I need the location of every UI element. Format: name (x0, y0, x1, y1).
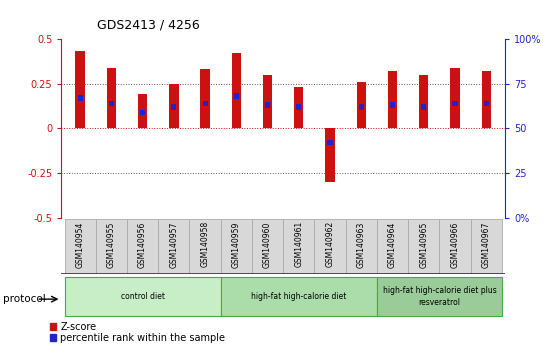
Bar (232, 53, 241, 129)
Text: high-fat high-calorie diet: high-fat high-calorie diet (251, 292, 347, 301)
Text: GSM140957: GSM140957 (169, 221, 179, 268)
Bar (127, 219, 158, 274)
Bar (283, 219, 314, 274)
Bar (171, 104, 176, 109)
Text: GSM140964: GSM140964 (388, 221, 397, 268)
Text: high-fat high-calorie diet plus
resveratrol: high-fat high-calorie diet plus resverat… (383, 286, 496, 307)
Text: GSM140955: GSM140955 (107, 221, 116, 268)
Bar (75, 51, 85, 129)
Text: GSM140961: GSM140961 (294, 221, 304, 267)
Bar (388, 71, 397, 129)
Text: GSM140963: GSM140963 (357, 221, 366, 268)
Bar (78, 95, 83, 101)
Bar (359, 104, 364, 109)
Bar (65, 277, 221, 316)
Bar (419, 75, 429, 129)
Text: GSM140959: GSM140959 (232, 221, 241, 268)
Bar (390, 102, 395, 108)
Bar (190, 219, 221, 274)
Bar (470, 219, 502, 274)
Bar (450, 68, 460, 129)
Bar (221, 277, 377, 316)
Bar (484, 101, 489, 106)
Bar (325, 129, 335, 182)
Text: control diet: control diet (121, 292, 165, 301)
Bar (140, 109, 145, 115)
Text: GSM140965: GSM140965 (419, 221, 429, 268)
Bar (328, 140, 333, 145)
Bar (314, 219, 345, 274)
Bar (453, 101, 458, 106)
Bar (296, 104, 301, 109)
Bar (357, 82, 366, 129)
Bar (65, 219, 96, 274)
Bar (234, 93, 239, 99)
Text: protocol: protocol (3, 294, 46, 304)
Bar (294, 87, 304, 129)
Text: GSM140962: GSM140962 (325, 221, 335, 267)
Bar (345, 219, 377, 274)
Text: GSM140956: GSM140956 (138, 221, 147, 268)
Bar (203, 101, 208, 106)
Bar (408, 219, 439, 274)
Legend: Z-score, percentile rank within the sample: Z-score, percentile rank within the samp… (50, 322, 225, 343)
Bar (221, 219, 252, 274)
Text: GSM140954: GSM140954 (76, 221, 85, 268)
Text: GSM140958: GSM140958 (200, 221, 210, 267)
Bar (377, 277, 502, 316)
Bar (252, 219, 283, 274)
Bar (200, 69, 210, 129)
Bar (158, 219, 190, 274)
Bar (107, 68, 116, 129)
Bar (96, 219, 127, 274)
Text: GSM140960: GSM140960 (263, 221, 272, 268)
Bar (169, 84, 179, 129)
Bar (109, 101, 114, 106)
Text: GDS2413 / 4256: GDS2413 / 4256 (97, 19, 200, 32)
Bar (421, 104, 426, 109)
Bar (265, 102, 270, 108)
Bar (482, 71, 491, 129)
Bar (377, 219, 408, 274)
Bar (263, 75, 272, 129)
Bar (439, 219, 470, 274)
Bar (138, 95, 147, 129)
Text: GSM140967: GSM140967 (482, 221, 490, 268)
Text: GSM140966: GSM140966 (450, 221, 459, 268)
